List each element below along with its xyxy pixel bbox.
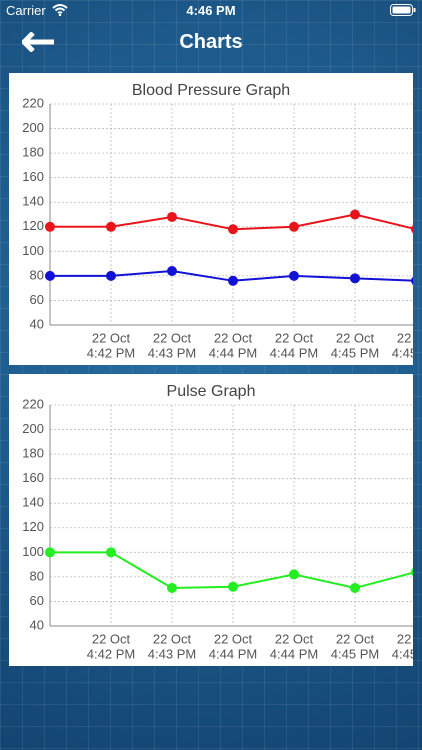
x-tick-label: 4:43 PM bbox=[148, 646, 196, 661]
data-point bbox=[289, 221, 299, 232]
x-tick-label: 4:45 PM bbox=[392, 345, 422, 360]
x-tick-label: 22 Oct bbox=[92, 631, 131, 646]
clock: 4:46 PM bbox=[186, 3, 236, 18]
y-tick-label: 100 bbox=[22, 544, 44, 559]
x-tick-label: 22 Oct bbox=[214, 330, 253, 345]
y-tick-label: 60 bbox=[30, 292, 44, 307]
data-point bbox=[350, 209, 360, 220]
x-tick-label: 4:43 PM bbox=[148, 345, 196, 360]
y-tick-label: 160 bbox=[22, 169, 44, 184]
y-tick-label: 220 bbox=[22, 95, 44, 110]
data-point bbox=[411, 276, 413, 285]
x-tick-label: 22 Oct bbox=[336, 631, 375, 646]
x-tick-label: 4:44 PM bbox=[209, 646, 257, 661]
data-point bbox=[411, 225, 413, 234]
chart-card bbox=[9, 374, 413, 666]
chart-title: Pulse Graph bbox=[167, 383, 256, 400]
carrier: Carrier bbox=[6, 3, 46, 18]
status-bar: Carrier 4:46 PM bbox=[0, 0, 422, 20]
x-tick-label: 4:44 PM bbox=[209, 345, 257, 360]
x-tick-label: 4:42 PM bbox=[87, 345, 135, 360]
x-tick-label: 22 Oct bbox=[275, 631, 314, 646]
data-point bbox=[289, 270, 299, 281]
x-tick-label: 22 Oct bbox=[275, 330, 314, 345]
nav-title: Charts bbox=[179, 31, 243, 53]
x-tick-label: 4:45 PM bbox=[392, 646, 422, 661]
data-point bbox=[45, 547, 55, 558]
battery-icon bbox=[390, 4, 416, 16]
data-point bbox=[228, 224, 238, 235]
data-point bbox=[167, 582, 177, 593]
y-tick-label: 140 bbox=[22, 194, 44, 209]
data-point bbox=[167, 211, 177, 222]
y-tick-label: 80 bbox=[30, 267, 44, 282]
y-tick-label: 180 bbox=[22, 145, 44, 160]
y-tick-label: 40 bbox=[30, 316, 44, 331]
data-point bbox=[411, 567, 413, 576]
data-point bbox=[289, 569, 299, 580]
data-point bbox=[45, 221, 55, 232]
y-tick-label: 120 bbox=[22, 218, 44, 233]
y-tick-label: 40 bbox=[30, 617, 44, 632]
data-point bbox=[228, 581, 238, 592]
chart-title: Blood Pressure Graph bbox=[132, 82, 290, 99]
y-tick-label: 180 bbox=[22, 446, 44, 461]
x-tick-label: 22 Oct bbox=[153, 330, 192, 345]
y-tick-label: 80 bbox=[30, 568, 44, 583]
x-tick-label: 22 Oct bbox=[397, 330, 422, 345]
x-tick-label: 22 Oct bbox=[336, 330, 375, 345]
back-button[interactable] bbox=[22, 32, 56, 52]
y-tick-label: 60 bbox=[30, 593, 44, 608]
x-tick-label: 4:44 PM bbox=[270, 646, 318, 661]
y-tick-label: 100 bbox=[22, 243, 44, 258]
x-tick-label: 4:45 PM bbox=[331, 345, 379, 360]
chart-card bbox=[9, 73, 413, 365]
chart: Pulse Graph 40 60 80 100 120 140 160 180 200 220 22… bbox=[22, 383, 422, 661]
y-tick-label: 120 bbox=[22, 519, 44, 534]
y-tick-label: 160 bbox=[22, 470, 44, 485]
wifi-icon bbox=[52, 4, 68, 16]
x-tick-label: 4:44 PM bbox=[270, 345, 318, 360]
data-point bbox=[106, 547, 116, 558]
x-tick-label: 22 Oct bbox=[397, 631, 422, 646]
x-tick-label: 22 Oct bbox=[214, 631, 253, 646]
x-tick-label: 22 Oct bbox=[92, 330, 131, 345]
x-tick-label: 4:42 PM bbox=[87, 646, 135, 661]
x-tick-label: 4:45 PM bbox=[331, 646, 379, 661]
y-tick-label: 220 bbox=[22, 396, 44, 411]
chart: Blood Pressure Graph 40 60 80 100 120 140 160 18… bbox=[22, 82, 422, 360]
y-tick-label: 200 bbox=[22, 120, 44, 135]
data-point bbox=[167, 265, 177, 276]
nav-bar: Charts bbox=[0, 20, 422, 64]
y-tick-label: 200 bbox=[22, 421, 44, 436]
y-tick-label: 140 bbox=[22, 495, 44, 510]
data-point bbox=[106, 270, 116, 281]
x-tick-label: 22 Oct bbox=[153, 631, 192, 646]
data-point bbox=[350, 582, 360, 593]
data-point bbox=[350, 273, 360, 284]
data-point bbox=[45, 270, 55, 281]
data-point bbox=[106, 221, 116, 232]
data-point bbox=[228, 275, 238, 286]
